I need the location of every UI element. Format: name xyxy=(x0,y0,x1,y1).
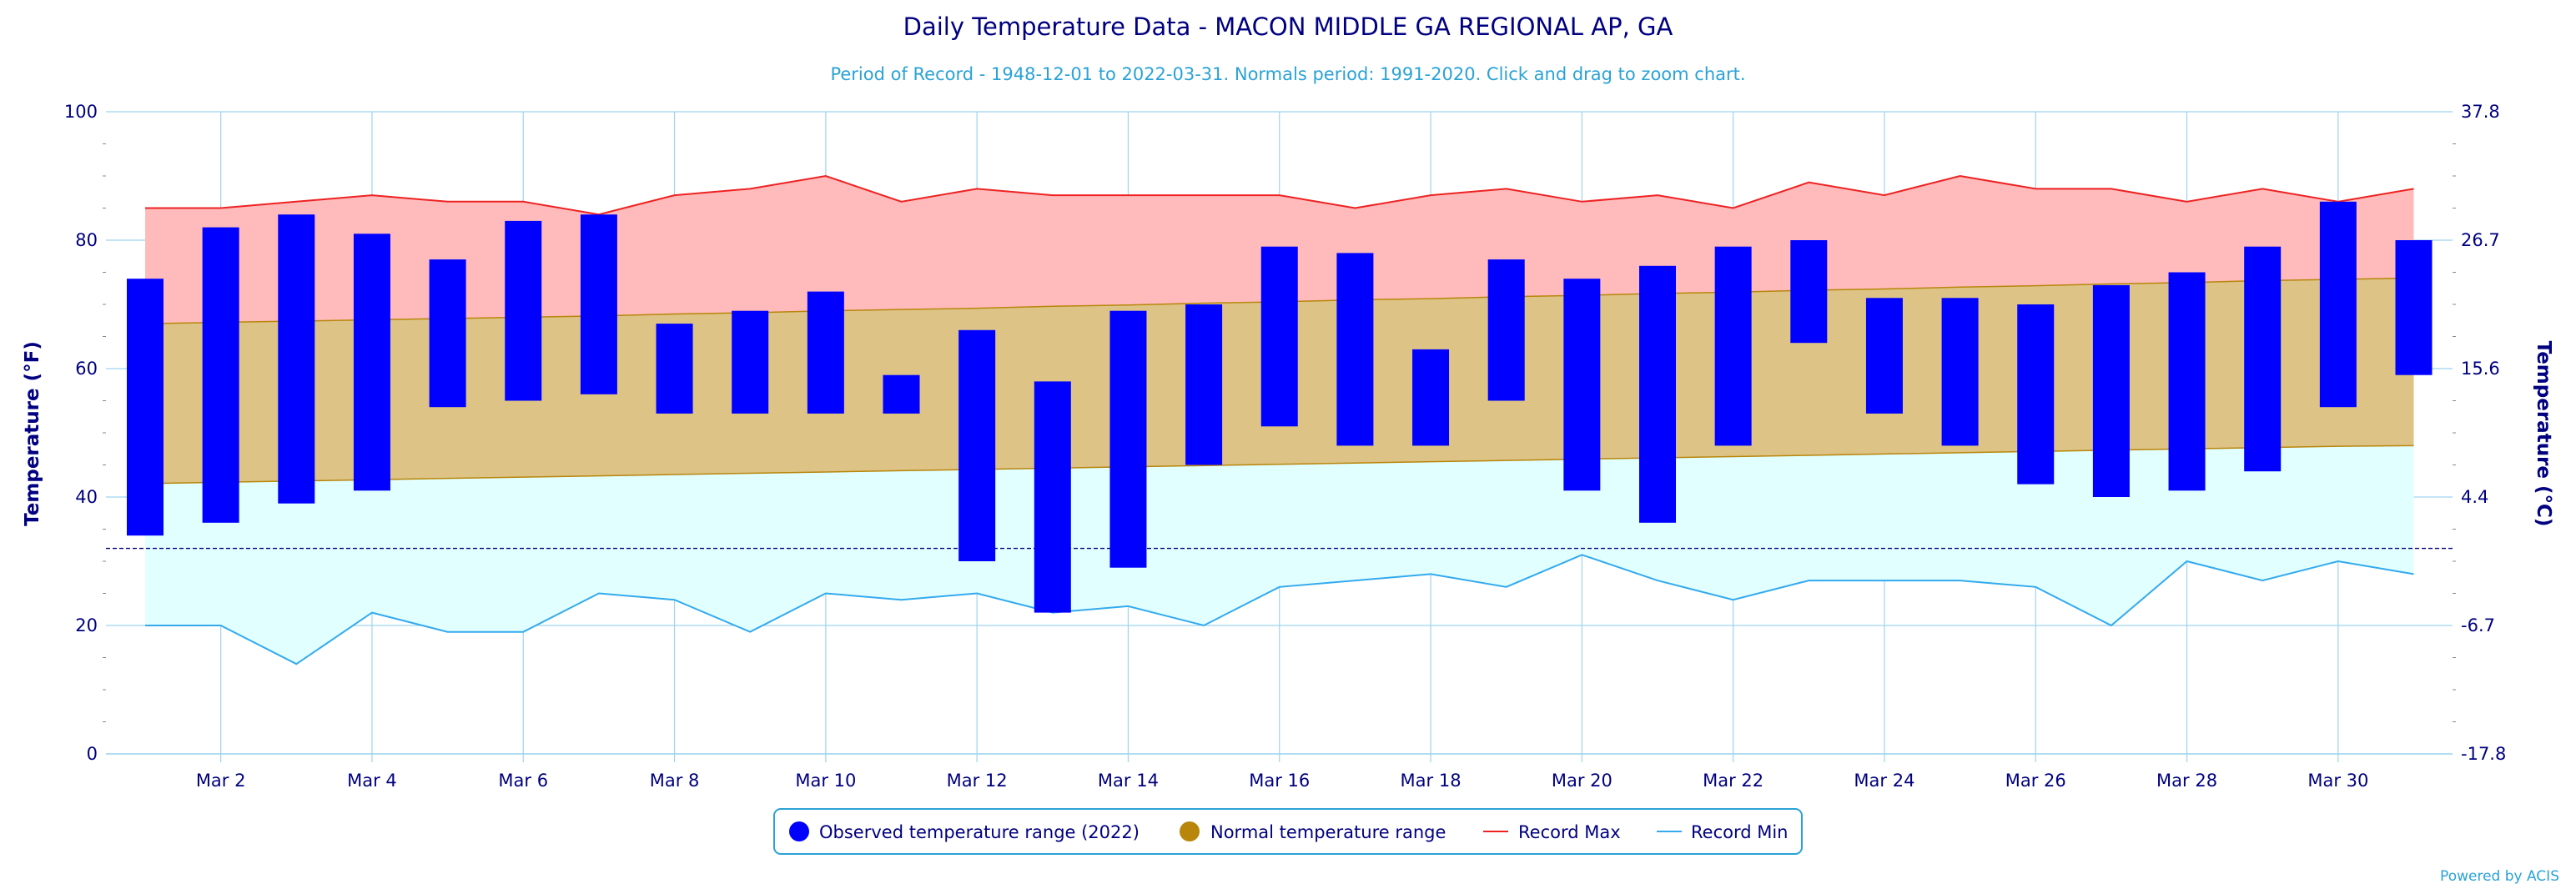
observed-bar[interactable] xyxy=(1487,259,1525,401)
legend-label-observed: Observed temperature range (2022) xyxy=(819,822,1140,842)
x-tick-label: Mar 10 xyxy=(795,771,856,791)
bar-layer[interactable] xyxy=(127,201,2433,613)
observed-bar[interactable] xyxy=(1941,298,1979,446)
observed-bar[interactable] xyxy=(1639,265,1676,523)
record-min-line xyxy=(145,554,2414,665)
observed-bar[interactable] xyxy=(807,291,844,414)
observed-bar[interactable] xyxy=(1714,246,1752,446)
y-left-tick-label: 80 xyxy=(75,230,98,250)
y-left-tick-label: 40 xyxy=(75,487,98,507)
chart-subtitle: Period of Record - 1948-12-01 to 2022-03… xyxy=(830,64,1745,84)
legend: Observed temperature range (2022) Normal… xyxy=(773,808,1803,855)
observed-bar[interactable] xyxy=(1336,253,1374,446)
y-axis-left-title: Temperature (°F) xyxy=(22,341,43,526)
x-tick-label: Mar 8 xyxy=(650,771,700,791)
normal-marker-icon xyxy=(1180,821,1200,841)
observed-bar[interactable] xyxy=(505,220,542,401)
observed-marker-icon xyxy=(789,821,809,841)
observed-bar[interactable] xyxy=(1260,246,1298,427)
record-min-area xyxy=(145,445,2414,665)
observed-bar[interactable] xyxy=(2168,272,2206,491)
observed-bar[interactable] xyxy=(202,227,239,523)
x-tick-label: Mar 14 xyxy=(1098,771,1159,791)
observed-bar[interactable] xyxy=(2395,240,2433,375)
legend-label-normal: Normal temperature range xyxy=(1210,822,1446,842)
y-left-tick-label: 20 xyxy=(75,615,98,635)
x-tick-label: Mar 12 xyxy=(947,771,1008,791)
y-left-tick-label: 100 xyxy=(64,102,98,122)
y-right-tick-label: 26.7 xyxy=(2461,230,2500,250)
x-tick-label: Mar 6 xyxy=(498,771,548,791)
x-tick-label: Mar 16 xyxy=(1249,771,1310,791)
observed-bar[interactable] xyxy=(732,310,769,414)
legend-box xyxy=(773,808,1803,855)
observed-bar[interactable] xyxy=(1109,310,1147,568)
record-max-line xyxy=(145,174,2414,216)
x-tick-label: Mar 18 xyxy=(1401,771,1462,791)
observed-bar[interactable] xyxy=(1790,240,1828,344)
observed-bar[interactable] xyxy=(1563,279,1601,491)
legend-label-record-max: Record Max xyxy=(1518,822,1621,842)
observed-bar[interactable] xyxy=(1865,298,1903,414)
y-right-tick-label: -17.8 xyxy=(2461,744,2506,764)
observed-bar[interactable] xyxy=(353,234,390,491)
x-tick-label: Mar 30 xyxy=(2307,771,2368,791)
y-left-tick-label: 0 xyxy=(87,744,98,764)
x-tick-label: Mar 22 xyxy=(1703,771,1763,791)
legend-item-record-min[interactable]: Record Min xyxy=(1657,822,1789,842)
y-right-tick-label: 37.8 xyxy=(2461,102,2500,122)
chart-title: Daily Temperature Data - MACON MIDDLE GA… xyxy=(903,13,1673,41)
observed-bar[interactable] xyxy=(2244,246,2282,472)
observed-bar[interactable] xyxy=(958,329,996,561)
observed-bar[interactable] xyxy=(656,324,693,414)
credits-link[interactable]: Powered by ACIS xyxy=(2440,868,2559,885)
x-tick-label: Mar 2 xyxy=(196,771,246,791)
y-right-tick-label: 4.4 xyxy=(2461,487,2488,507)
legend-item-record-max[interactable]: Record Max xyxy=(1483,822,1621,842)
legend-item-normal[interactable]: Normal temperature range xyxy=(1180,821,1446,842)
x-tick-label: Mar 20 xyxy=(1552,771,1613,791)
y-right-tick-label: 15.6 xyxy=(2461,359,2500,379)
observed-bar[interactable] xyxy=(883,374,920,414)
legend-label-record-min: Record Min xyxy=(1691,822,1789,842)
y-axis-right-title: Temperature (°C) xyxy=(2533,341,2554,527)
observed-bar[interactable] xyxy=(1185,304,1223,465)
x-tick-label: Mar 26 xyxy=(2005,771,2066,791)
observed-bar[interactable] xyxy=(127,279,164,536)
x-tick-label: Mar 24 xyxy=(1854,771,1914,791)
observed-bar[interactable] xyxy=(580,214,617,394)
observed-bar[interactable] xyxy=(1034,381,1071,613)
axes-layer: 0 -17.8 20 -6.7 40 4.4 60 15.6 80 26.7 100 37.8 Mar … xyxy=(64,102,2506,791)
y-left-tick-label: 60 xyxy=(75,359,98,379)
observed-bar[interactable] xyxy=(1412,349,1450,446)
observed-bar[interactable] xyxy=(2017,304,2055,485)
y-right-tick-label: -6.7 xyxy=(2461,615,2495,635)
observed-bar[interactable] xyxy=(2319,201,2357,408)
observed-bar[interactable] xyxy=(278,214,315,504)
x-tick-label: Mar 28 xyxy=(2156,771,2217,791)
observed-bar[interactable] xyxy=(429,259,466,408)
legend-item-observed[interactable]: Observed temperature range (2022) xyxy=(789,821,1140,842)
observed-bar[interactable] xyxy=(2092,284,2130,497)
x-tick-label: Mar 4 xyxy=(347,771,397,791)
